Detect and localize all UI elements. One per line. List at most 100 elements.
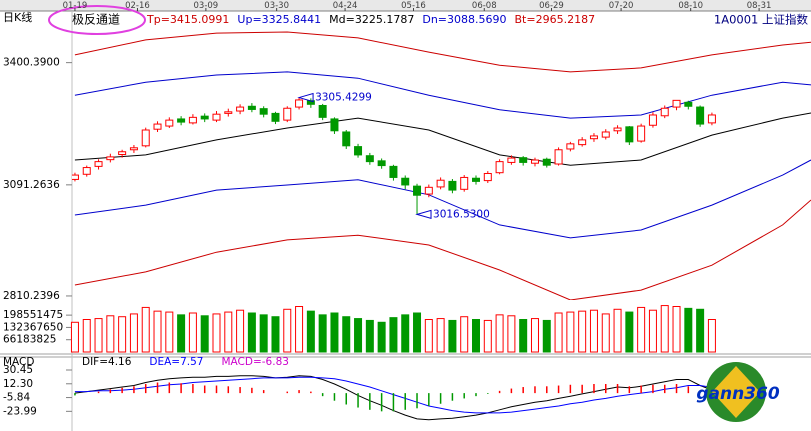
candle-body: [542, 158, 551, 166]
candle-body: [672, 99, 681, 108]
volume-bar: [330, 312, 339, 353]
candle-body: [554, 149, 563, 165]
candle-body: [236, 106, 245, 112]
volume-bar: [82, 319, 91, 353]
candle-body: [365, 155, 374, 163]
annotation-arrow: [415, 209, 432, 220]
volume-bar: [519, 319, 528, 353]
annotation: 3305.4299: [315, 92, 372, 104]
candle-body: [342, 131, 351, 147]
volume-bar: [707, 319, 716, 353]
candle-body: [625, 126, 634, 143]
band-line: [74, 71, 811, 119]
volume-bar: [613, 308, 622, 353]
macd-plot: [74, 375, 713, 421]
volume-bar: [436, 318, 445, 353]
period: 日K线: [3, 10, 32, 24]
legend-label: DEA=7.57: [149, 356, 203, 368]
volume-bar: [684, 307, 693, 353]
candle-body: [530, 159, 539, 164]
candle-body: [72, 174, 79, 180]
x-tick-label: 07-20: [609, 1, 634, 11]
volume-bar: [141, 306, 150, 353]
volume-bar: [424, 319, 433, 353]
candle-body: [660, 107, 669, 117]
legend-label: DIF=4.16: [82, 356, 132, 368]
volume-bar: [212, 313, 221, 353]
candle-body: [283, 107, 292, 121]
volume-bar: [94, 318, 103, 353]
volume-bar: [200, 315, 209, 353]
logo-text: gann360: [696, 384, 780, 404]
y-tick-label: 132367650: [3, 321, 63, 333]
candle-body: [519, 157, 528, 163]
volume-bar: [365, 319, 374, 353]
x-tick-label: 08-10: [678, 1, 703, 11]
volume-bar: [601, 313, 610, 353]
x-tick-label: 03-09: [194, 1, 219, 11]
x-tick-label: 01-19: [63, 1, 88, 11]
candle-body: [401, 177, 410, 186]
candle-body: [354, 146, 363, 156]
volume-bar: [247, 312, 256, 353]
x-tick-label: 04-24: [333, 1, 358, 11]
candle-body: [566, 143, 575, 150]
volume-bar: [578, 310, 587, 353]
candle-body: [707, 114, 716, 124]
candle-body: [141, 129, 150, 147]
indicator: 极反通道: [72, 13, 120, 27]
candle-body: [295, 99, 304, 108]
band-label: Md=3225.1787: [329, 13, 414, 26]
candle-body: [318, 104, 327, 118]
candle-body: [448, 180, 457, 191]
volume-bar: [165, 311, 174, 353]
candle-body: [259, 108, 268, 115]
band-line: [74, 31, 811, 73]
y-tick-label: 12.30: [3, 378, 33, 390]
volume-bar: [129, 313, 138, 353]
candle-body: [613, 127, 622, 132]
volume-bar: [401, 314, 410, 353]
panel-title: MACD: [3, 356, 34, 368]
y-tick-label: 3091.2636: [3, 179, 60, 191]
volume-bar: [306, 310, 315, 353]
candle-body: [129, 147, 138, 151]
volume-bar: [483, 319, 492, 353]
volume-bar: [554, 312, 563, 353]
candle-body: [601, 131, 610, 138]
candle-body: [377, 160, 386, 167]
volume-bar: [495, 314, 504, 353]
volume-bar: [188, 312, 197, 353]
candle-body: [165, 119, 174, 127]
band-line: [74, 199, 811, 300]
x-tick-label: 08-31: [747, 1, 772, 11]
candle-body: [507, 157, 516, 163]
candle-body: [472, 177, 481, 182]
volume-bar: [660, 305, 669, 353]
volume-bar: [413, 312, 422, 353]
y-tick-label: 3400.3900: [3, 57, 60, 69]
candle-body: [106, 156, 115, 161]
y-tick-label: -5.84: [3, 392, 30, 404]
candle-body: [188, 116, 197, 124]
main-plot: 3305.4299 3016.5300: [72, 31, 811, 300]
candle-body: [153, 123, 162, 130]
volume-bar: [472, 319, 481, 353]
candle-body: [637, 125, 646, 142]
volume-bar: [153, 310, 162, 353]
candle-body: [94, 161, 103, 167]
volume-bar: [648, 309, 657, 353]
volume-bar: [696, 308, 705, 353]
symbol: 1A0001 上证指数: [714, 13, 809, 27]
candle-body: [648, 114, 657, 126]
volume-bar: [354, 318, 363, 353]
volume-bar: [637, 306, 646, 353]
candle-body: [684, 101, 693, 107]
y-tick-label: 2810.2396: [3, 290, 60, 302]
volume-bar: [259, 314, 268, 353]
volume-bar: [672, 306, 681, 353]
band-label: Bt=2965.2187: [515, 13, 596, 26]
volume-bar: [318, 314, 327, 353]
volume-bar: [530, 318, 539, 353]
